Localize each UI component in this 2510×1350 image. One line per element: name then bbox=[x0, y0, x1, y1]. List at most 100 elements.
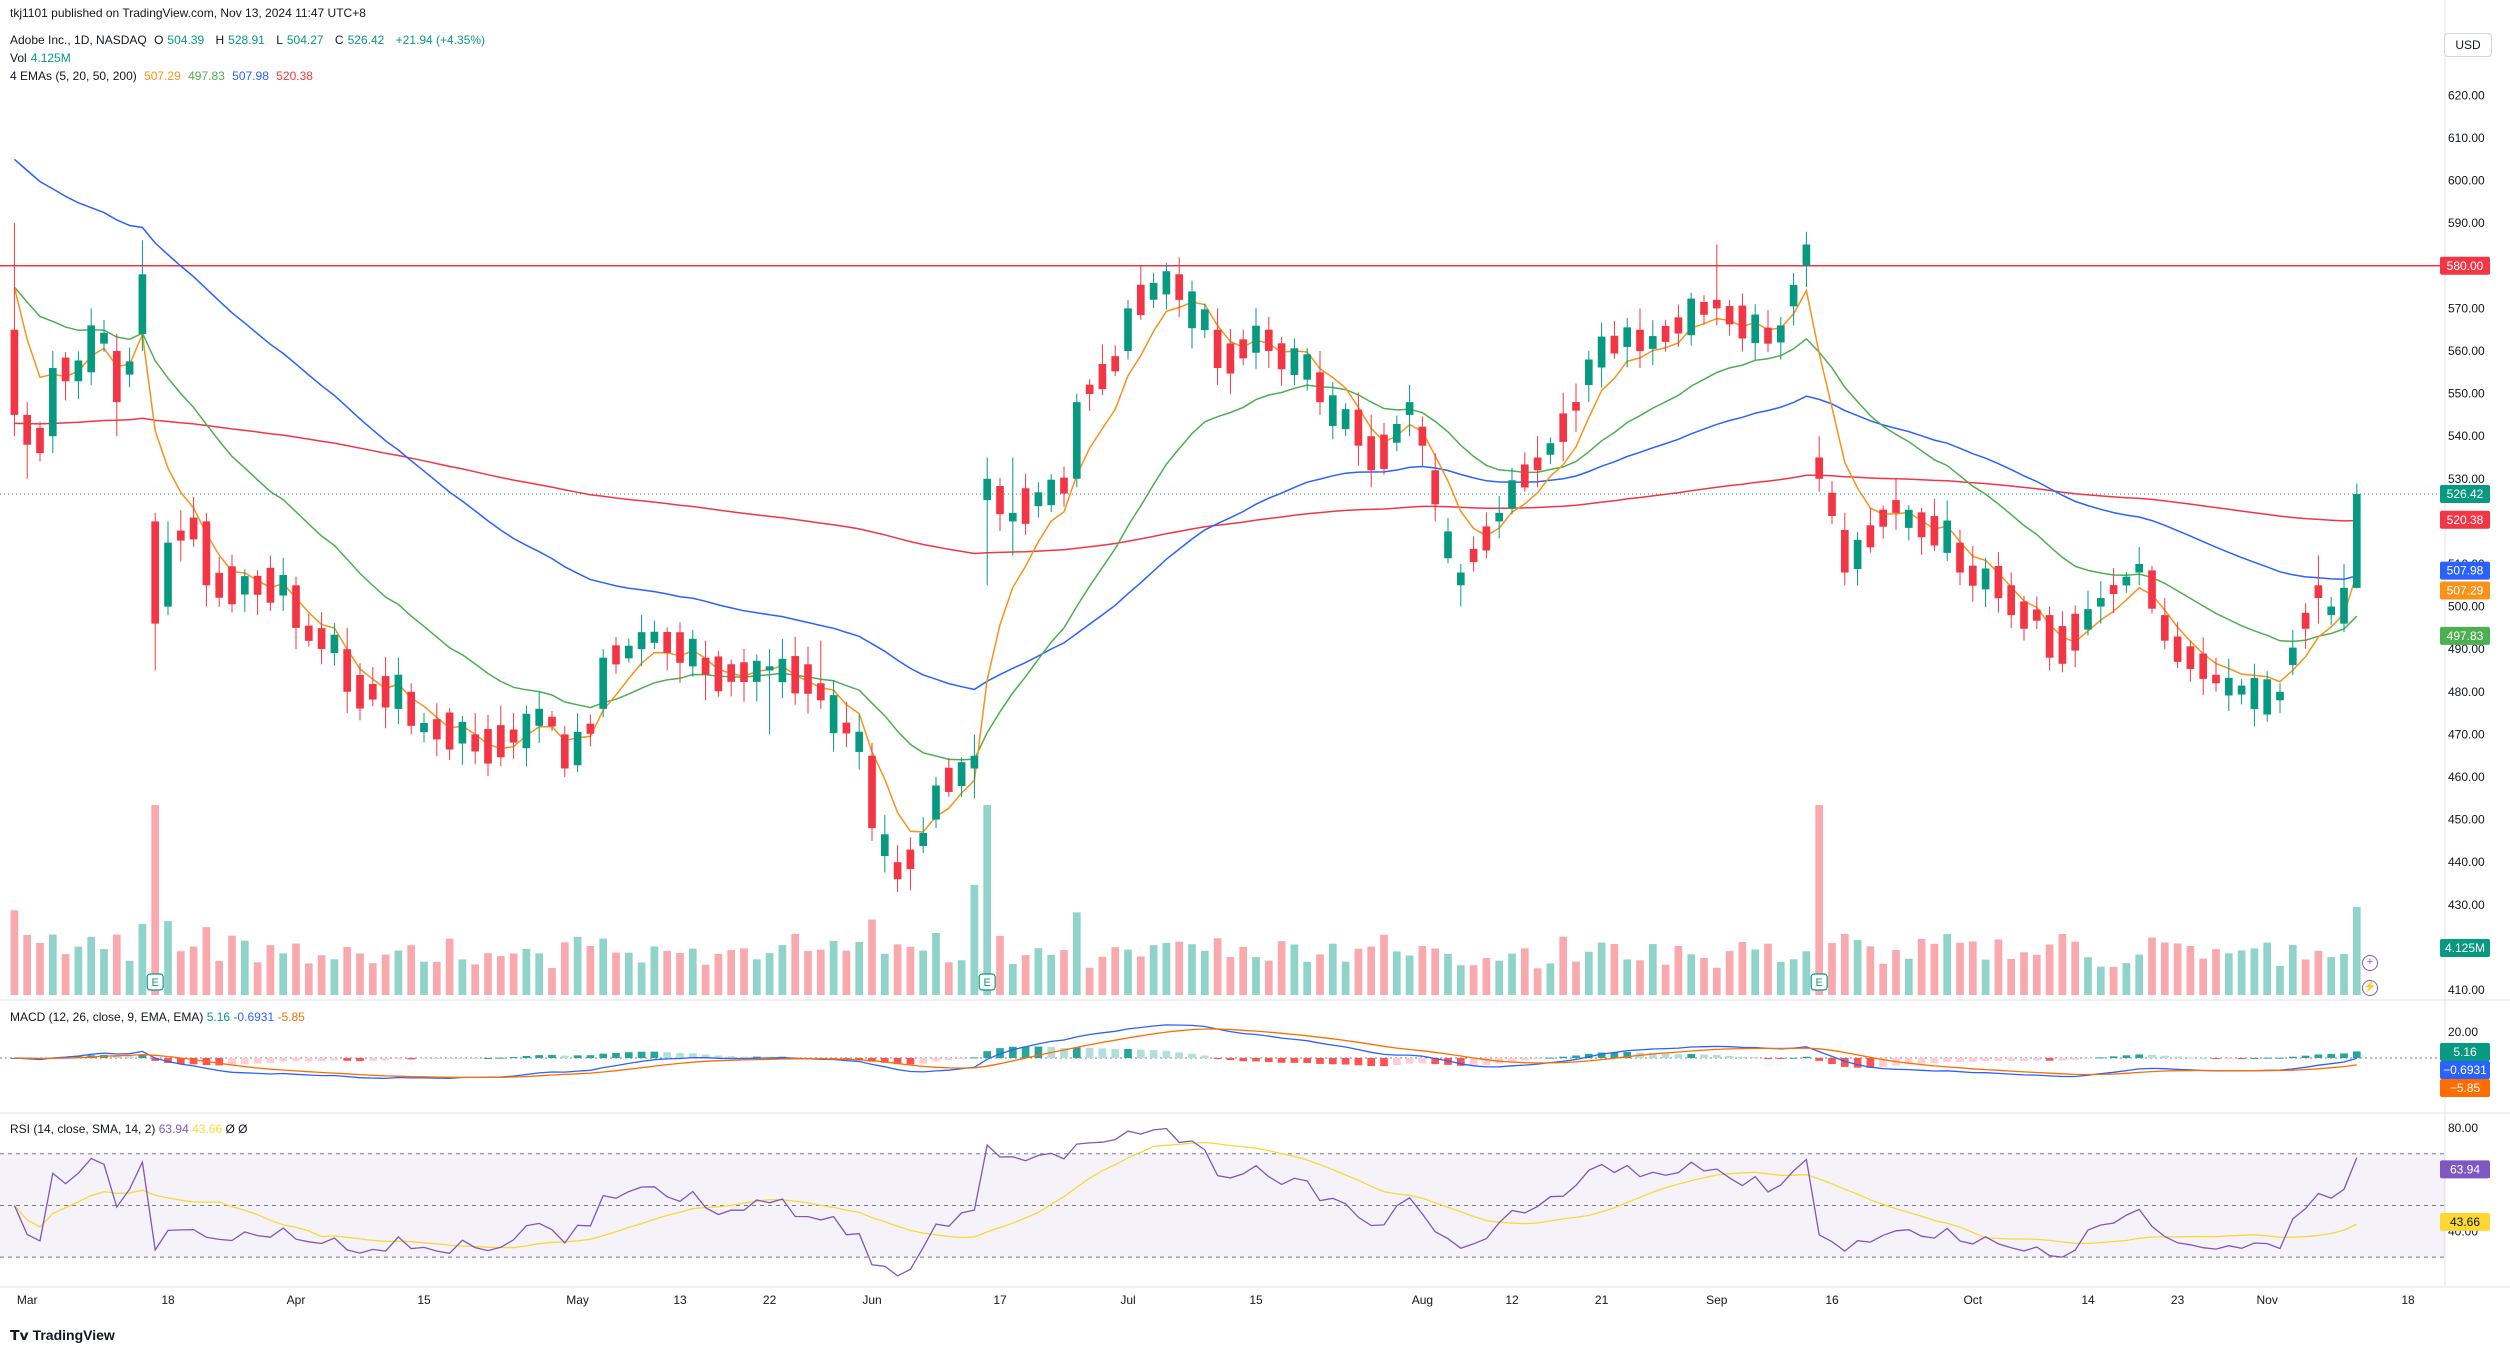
macd-histogram-bar bbox=[1546, 1057, 1555, 1059]
volume-bar bbox=[714, 953, 723, 995]
macd-histogram-bar bbox=[1828, 1058, 1836, 1065]
macd-histogram-bar bbox=[842, 1058, 851, 1060]
volume-bar bbox=[2071, 941, 2080, 995]
candle-body bbox=[650, 631, 659, 643]
volume-bar bbox=[2327, 957, 2336, 995]
macd-histogram-bar bbox=[1111, 1049, 1120, 1058]
macd-histogram-bar bbox=[663, 1052, 672, 1058]
macd-histogram-bar bbox=[1239, 1058, 1248, 1062]
volume-bar bbox=[509, 953, 518, 995]
volume-bar bbox=[151, 805, 160, 995]
volume-bar bbox=[368, 963, 377, 995]
ema5-line bbox=[13, 286, 2358, 833]
time-label: 18 bbox=[2401, 1293, 2415, 1307]
candle-body bbox=[791, 656, 800, 694]
candle-body bbox=[202, 521, 211, 586]
volume-bar bbox=[394, 950, 403, 995]
candle-body bbox=[599, 657, 608, 709]
volume-bar bbox=[1968, 941, 1977, 995]
candle-body bbox=[471, 734, 480, 752]
time-label: 18 bbox=[161, 1293, 175, 1307]
earnings-icon-label: E bbox=[152, 977, 159, 989]
candle-body bbox=[1853, 539, 1862, 569]
time-label: 15 bbox=[1249, 1293, 1263, 1307]
candle-body bbox=[842, 722, 851, 734]
time-label: 14 bbox=[2081, 1293, 2095, 1307]
macd-histogram-bar bbox=[906, 1058, 915, 1065]
candle-body bbox=[714, 656, 723, 692]
ema200-price-tag-text: 520.38 bbox=[2447, 513, 2484, 527]
candle-body bbox=[2058, 626, 2067, 664]
volume-bar bbox=[1277, 941, 1286, 995]
candle-body bbox=[445, 712, 454, 750]
candle-body bbox=[1533, 457, 1542, 471]
candle-body bbox=[1431, 470, 1440, 505]
candle-body bbox=[496, 725, 505, 758]
macd-histogram-bar bbox=[740, 1056, 748, 1058]
candle-body bbox=[1188, 291, 1196, 329]
candle-body bbox=[535, 708, 544, 726]
candle-body bbox=[1341, 409, 1350, 430]
candle-body bbox=[2109, 585, 2118, 595]
candle-body bbox=[1239, 339, 1248, 359]
volume-bar bbox=[432, 961, 441, 995]
macd-histogram-bar bbox=[1610, 1052, 1619, 1058]
candle-body bbox=[74, 360, 83, 382]
candle-body bbox=[1136, 284, 1145, 315]
ema-legend: 4 EMAs (5, 20, 50, 200) 507.29 497.83 50… bbox=[10, 69, 313, 83]
macd-histogram-bar bbox=[1815, 1058, 1824, 1061]
macd-histogram-bar bbox=[458, 1058, 467, 1059]
lightning-icon[interactable]: ⚡ bbox=[2362, 980, 2378, 996]
macd-hist-tag bbox=[2440, 1043, 2490, 1061]
ema200-value: 520.38 bbox=[276, 69, 313, 83]
volume-bar bbox=[1444, 953, 1452, 995]
volume-bar bbox=[1008, 963, 1017, 995]
volume-bar bbox=[2237, 950, 2246, 995]
candle-body bbox=[304, 625, 313, 641]
candle-body bbox=[2301, 612, 2310, 629]
candle-body bbox=[1623, 327, 1632, 347]
macd-histogram-bar bbox=[1072, 1047, 1081, 1058]
macd-histogram-bar bbox=[2250, 1057, 2259, 1059]
volume-bar bbox=[1021, 955, 1030, 995]
macd-histogram-bar bbox=[1943, 1058, 1952, 1062]
candle-body bbox=[1456, 572, 1465, 586]
time-label: Jun bbox=[862, 1293, 881, 1307]
macd-histogram-bar bbox=[2186, 1057, 2195, 1059]
volume-bar bbox=[266, 945, 275, 995]
candle-body bbox=[330, 634, 339, 653]
price-tick-label: 620.00 bbox=[2448, 88, 2485, 102]
candle-body bbox=[906, 849, 915, 870]
add-plus-icon[interactable]: + bbox=[2362, 955, 2378, 971]
macd-histogram-bar bbox=[1853, 1058, 1862, 1068]
volume-bar bbox=[2148, 937, 2156, 995]
volume-bar bbox=[727, 949, 736, 995]
volume-bar bbox=[1098, 956, 1107, 995]
volume-bar bbox=[1533, 968, 1542, 995]
macd-line-tag-text: −0.6931 bbox=[2443, 1063, 2487, 1077]
candle-body bbox=[2032, 609, 2041, 621]
volume-bar bbox=[1316, 954, 1324, 995]
candle-body bbox=[932, 785, 940, 820]
candle-body bbox=[1712, 299, 1721, 309]
candle-body bbox=[893, 862, 902, 880]
candle-body bbox=[752, 660, 761, 682]
volume-bar bbox=[2109, 966, 2118, 995]
macd-histogram-bar bbox=[1700, 1054, 1708, 1058]
volume-bar bbox=[1559, 936, 1568, 995]
macd-histogram-bar bbox=[1456, 1058, 1465, 1066]
volume-bar bbox=[663, 950, 672, 995]
volume-bar bbox=[1725, 951, 1734, 995]
volume-bar bbox=[1034, 948, 1043, 995]
volume-bar bbox=[1623, 959, 1632, 995]
candle-body bbox=[1226, 343, 1235, 374]
volume-bar bbox=[2224, 953, 2233, 995]
volume-bar bbox=[1405, 955, 1414, 995]
time-label: 21 bbox=[1595, 1293, 1609, 1307]
currency-button[interactable]: USD bbox=[2444, 33, 2492, 57]
volume-bar bbox=[2212, 949, 2220, 995]
candle-body bbox=[2327, 606, 2336, 616]
macd-histogram-bar bbox=[919, 1058, 928, 1064]
macd-histogram-bar bbox=[1085, 1047, 1094, 1058]
